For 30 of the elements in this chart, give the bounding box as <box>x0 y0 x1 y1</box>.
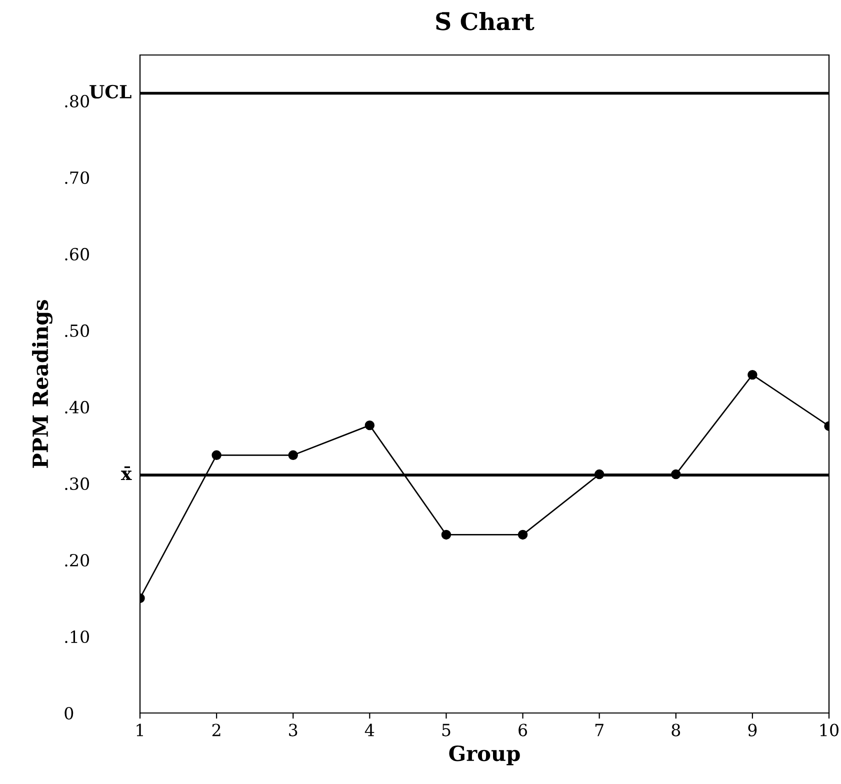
y-tick-label: .40 <box>65 400 90 414</box>
x-tick-label: 6 <box>518 724 528 736</box>
point <box>364 420 375 430</box>
ref-line-label: UCL <box>90 84 132 98</box>
y-tick-label: .60 <box>65 248 90 260</box>
x-tick-label: 1 <box>136 724 143 736</box>
point <box>518 530 528 540</box>
ref-line-label: x̄ <box>120 466 132 480</box>
point <box>441 530 452 540</box>
chart-title: S̄ Chart <box>436 12 534 30</box>
x-axis-title: Group <box>449 745 520 766</box>
y-tick-label: .50 <box>65 324 90 338</box>
x-tick-label: 5 <box>442 724 450 736</box>
y-tick-label: .70 <box>65 171 90 184</box>
x-tick-label: 3 <box>289 724 298 736</box>
y-tick-label: .20 <box>65 554 90 567</box>
point <box>288 450 298 460</box>
y-axis-title: PPM Readings <box>32 300 52 468</box>
point <box>748 370 758 380</box>
x-tick-label: 10 <box>820 724 838 736</box>
y-tick-label: .30 <box>65 477 90 490</box>
x-tick-label: 9 <box>748 724 757 736</box>
x-tick-label: 4 <box>364 724 374 736</box>
y-tick-label: .10 <box>65 630 90 644</box>
x-tick-label: 7 <box>595 724 604 736</box>
point <box>212 450 222 460</box>
y-tick-label: 0 <box>64 706 74 720</box>
x-tick-label: 8 <box>672 724 680 736</box>
x-tick-label: 2 <box>212 724 220 736</box>
y-tick-label: .80 <box>65 94 90 108</box>
